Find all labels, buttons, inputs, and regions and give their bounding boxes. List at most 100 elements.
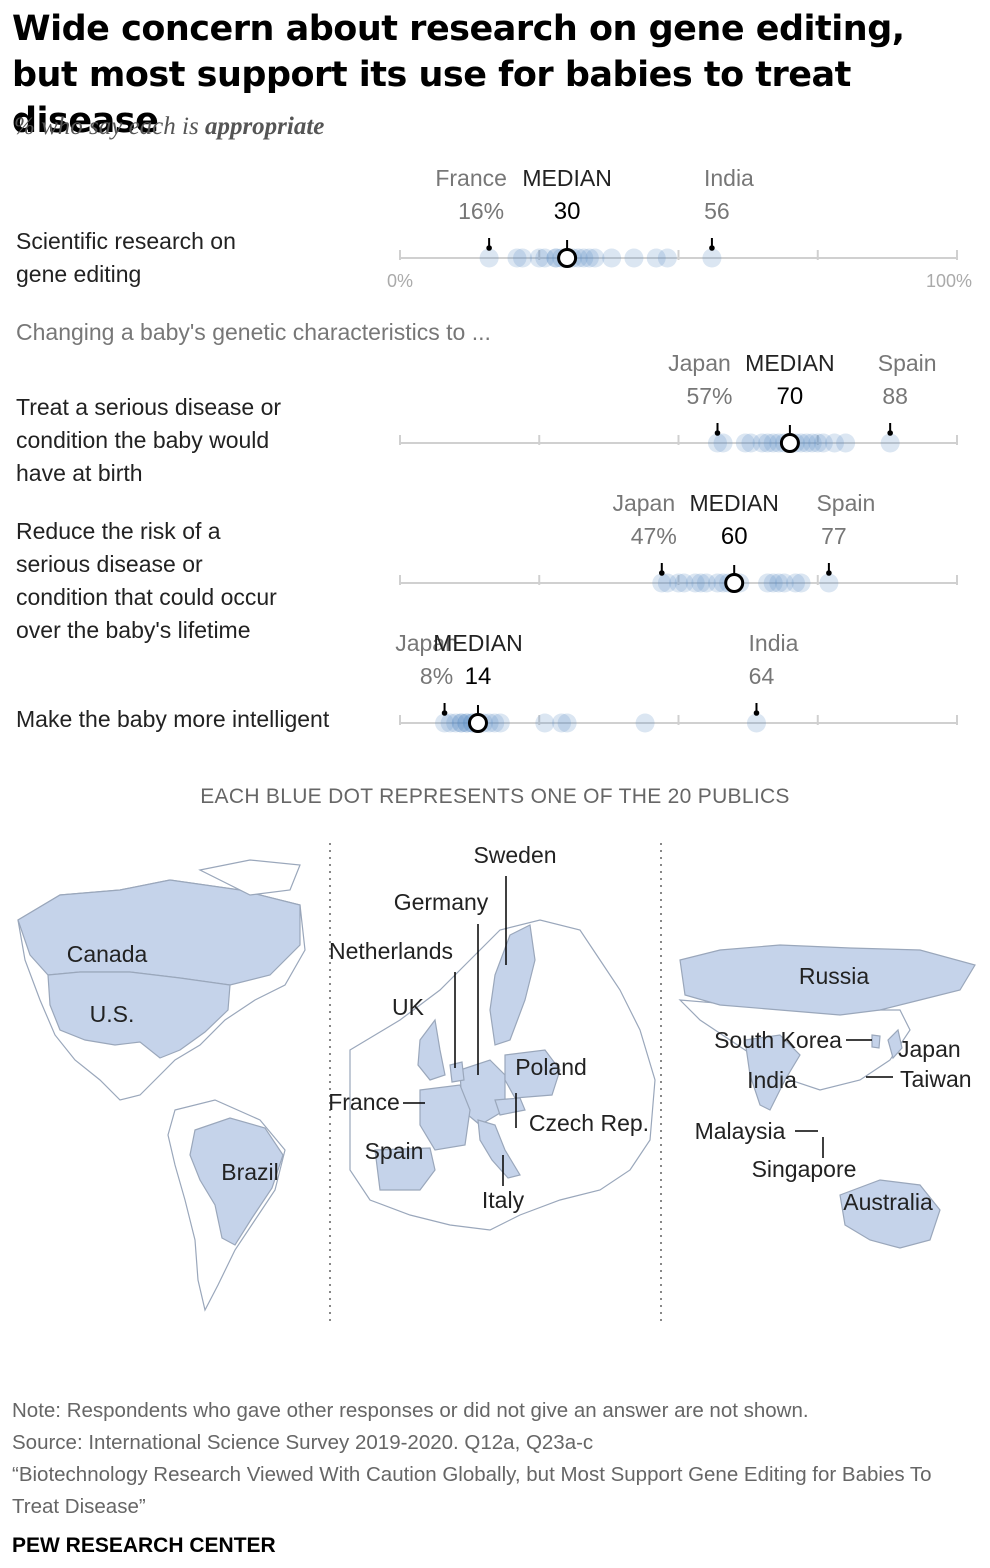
country-dot [797,433,817,453]
czech-shape [494,1097,526,1116]
country-dot [685,573,705,593]
country-dot [657,573,677,593]
median-title-label: MEDIAN [689,490,778,516]
row-label: Treat a serious disease or condition the … [16,391,281,490]
dot-plot-chart: 0% 100% France 16% MEDIAN 30 India 56 Japan 57% ME… [387,165,972,733]
row-label-line: Treat a serious disease or [16,394,282,420]
country-dot [635,713,655,733]
country-dot [769,573,789,593]
high-country-label: Spain [878,350,937,376]
country-dot [574,248,594,268]
map-label-brazil: Brazil [221,1159,279,1185]
extreme-leader-dot [441,710,448,716]
country-dot [529,248,549,268]
country-dot [763,433,783,453]
country-dot [819,573,839,593]
low-value-label: 16% [458,198,504,224]
low-value-label: 8% [420,663,453,689]
row-label-line: condition that could occur [16,584,277,610]
note-line: Note: Respondents who gave other respons… [12,1399,809,1422]
map-label-australia: Australia [843,1189,933,1215]
map-label-south-korea: South Korea [714,1027,842,1053]
high-value-label: 77 [821,523,847,549]
americas-map [17,859,306,1312]
map-label-taiwan: Taiwan [900,1066,972,1092]
country-dot [791,573,811,593]
country-dot [585,248,605,268]
extreme-leader-dot [709,245,715,251]
map-label-uk: UK [392,994,425,1020]
high-country-label: India [749,630,799,656]
country-dot [646,248,666,268]
country-dot [741,433,761,453]
country-dot [557,713,577,733]
chart-subtitle: % who say each is appropriate [14,113,324,141]
chart-caption: EACH BLUE DOT REPRESENTS ONE OF THE 20 P… [200,785,790,808]
low-country-label: Japan [612,490,675,516]
uk-shape [417,1018,446,1081]
low-value-label: 47% [631,523,677,549]
asia-map [678,944,976,1249]
us-shape [47,971,231,1059]
country-dot [813,433,833,453]
country-dot [535,713,555,733]
row-label-line: over the baby's lifetime [16,617,251,643]
country-dot [758,433,778,453]
median-value-label: 14 [465,663,492,690]
high-country-label: India [704,165,754,191]
country-dot [824,433,844,453]
country-dot [785,573,805,593]
japan-shape [887,1028,903,1060]
extreme-leader-dot [486,245,492,251]
map-label-japan: Japan [898,1036,961,1062]
map-label-malaysia: Malaysia [695,1118,786,1144]
country-dot [735,433,755,453]
country-dot [746,713,766,733]
map-label-france: France [328,1089,400,1115]
median-value-label: 30 [554,198,581,225]
country-dot [880,433,900,453]
country-dot [674,573,694,593]
sweden-shape [489,924,536,1046]
notes: Note: Respondents who gave other respons… [12,1395,982,1523]
row-label-line: serious disease or [16,551,203,577]
row-label-line: Scientific research on [16,228,236,254]
maps-panel: Canada U.S. Brazil Sweden Germany Netherlands… [17,842,976,1325]
spain-shape [374,1147,436,1191]
country-dot [652,573,672,593]
map-label-czech: Czech Rep. [529,1110,649,1136]
median-marker [724,573,745,593]
map-label-russia: Russia [799,963,870,989]
country-dot [657,248,677,268]
country-dot [440,713,460,733]
low-country-label: France [435,165,507,191]
median-marker [779,433,800,453]
high-value-label: 64 [749,663,775,689]
row-label: Scientific research on gene editing [16,225,236,291]
low-value-label: 57% [686,383,732,409]
row-label: Make the baby more intelligent [16,703,329,736]
country-dot [696,573,716,593]
row-label-line: have at birth [16,460,143,486]
india-shape [744,1034,801,1111]
median-title-label: MEDIAN [522,165,611,191]
greenland-shape [198,859,301,896]
row-label: Reduce the risk of a serious disease or co… [16,515,277,647]
country-dot [479,248,499,268]
median-value-label: 60 [721,523,748,550]
map-label-singapore: Singapore [752,1156,857,1182]
map-label-poland: Poland [515,1054,587,1080]
country-dot [490,713,510,733]
country-dot [707,573,727,593]
median-marker [467,713,488,733]
median-title-label: MEDIAN [745,350,834,376]
report-title-line: “Biotechnology Research Viewed With Caut… [12,1463,932,1518]
high-value-label: 88 [882,383,908,409]
europe-map [349,919,656,1231]
map-labels: Canada U.S. Brazil Sweden Germany Netherlands… [67,842,972,1215]
canada-shape [17,879,301,986]
subtitle-prefix: % who say each is [14,113,205,140]
row-label-line: Reduce the risk of a [16,518,221,544]
country-dot [763,573,783,593]
country-dot [451,713,471,733]
